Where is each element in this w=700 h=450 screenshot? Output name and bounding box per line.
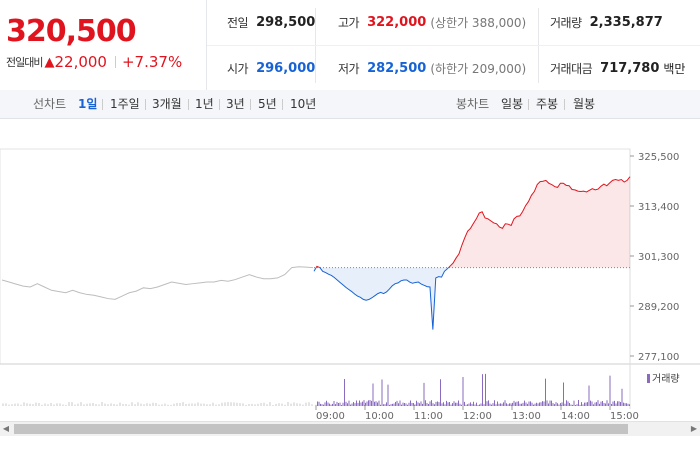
stat-open: 시가 296,000 [227, 46, 315, 91]
price-area-down [319, 267, 449, 330]
change-amount: 22,000 [54, 53, 107, 71]
stat-amount: 거래대금 717,780 백만 [550, 46, 685, 91]
price-line-down [313, 267, 317, 272]
scroll-left-icon[interactable]: ◀ [2, 424, 10, 433]
y-tick-label: 277,100 [638, 352, 679, 363]
stat-label: 저가 [338, 62, 360, 76]
tab-weekly-candle[interactable]: 주봉 [536, 97, 559, 111]
period-tab-bar: 선차트 1일 1주일 3개월 1년 3년 5년 10년 봉차트 일봉 주봉 월봉 [0, 90, 700, 119]
divider [102, 99, 103, 110]
scroll-thumb[interactable] [14, 424, 628, 434]
tab-3months[interactable]: 3개월 [152, 97, 182, 111]
divider [528, 99, 529, 110]
stat-value: 298,500 [256, 15, 316, 30]
stat-value: 717,780 [600, 61, 660, 76]
stat-label: 시가 [227, 62, 249, 76]
y-tick-label: 325,500 [638, 152, 679, 163]
lower-limit: (하한가 209,000) [430, 62, 527, 76]
y-tick-label: 313,400 [638, 202, 679, 213]
chart-scrollbar[interactable]: ◀ ▶ [0, 421, 700, 436]
tab-daily-candle[interactable]: 일봉 [501, 97, 524, 111]
stats-row-1: 전일 298,500 고가 322,000 (상한가 388,000) 거래량 … [207, 0, 700, 45]
tab-monthly-candle[interactable]: 월봉 [573, 97, 596, 111]
change-percent: +7.37% [121, 53, 183, 71]
y-tick-label: 289,200 [638, 302, 679, 313]
stat-label: 전일 [227, 16, 249, 30]
price-line-up [448, 176, 631, 268]
quote-header: 320,500 전일대비 ▲ 22,000 +7.37% 전일 298,500 … [0, 0, 700, 91]
price-area-up [448, 176, 630, 268]
divider [114, 56, 116, 68]
divider [250, 99, 251, 110]
price-line-up [315, 265, 320, 269]
tab-5years[interactable]: 5년 [258, 97, 277, 111]
x-tick-label: 13:00 [512, 411, 541, 421]
x-tick-label: 09:00 [316, 411, 345, 421]
intraday-chart: 325,500 313,400 301,300 289,200 277,100 거래량 09… [0, 119, 700, 450]
stat-low: 저가 282,500 (하한가 209,000) [338, 46, 526, 91]
tab-10years[interactable]: 10년 [290, 97, 317, 111]
stat-volume: 거래량 2,335,877 [550, 0, 663, 45]
tab-1week[interactable]: 1주일 [110, 97, 140, 111]
volume-legend-swatch [647, 374, 650, 383]
stat-value: 282,500 [367, 61, 427, 76]
stat-value: 2,335,877 [589, 15, 663, 30]
up-triangle-icon: ▲ [44, 54, 55, 70]
change-label: 전일대비 [6, 56, 43, 69]
divider [564, 99, 565, 110]
stats-row-2: 시가 296,000 저가 282,500 (하한가 209,000) 거래대금… [207, 45, 700, 91]
line-chart-label: 선차트 [33, 97, 67, 111]
current-price-box: 320,500 전일대비 ▲ 22,000 +7.37% [0, 0, 207, 90]
prev-day-line [1, 266, 314, 300]
candle-chart-label: 봉차트 [456, 97, 490, 111]
tab-1year[interactable]: 1년 [195, 97, 214, 111]
plot-frame [0, 148, 631, 365]
stat-value: 296,000 [256, 61, 316, 76]
scroll-right-icon[interactable]: ▶ [690, 424, 698, 433]
current-price: 320,500 [6, 14, 137, 49]
x-tick-label: 12:00 [463, 411, 492, 421]
divider [282, 99, 283, 110]
change-row: 전일대비 ▲ 22,000 +7.37% [6, 53, 182, 71]
divider [188, 99, 189, 110]
stat-value: 322,000 [367, 15, 427, 30]
tab-1day[interactable]: 1일 [78, 97, 98, 111]
divider [219, 99, 220, 110]
quote-stats: 전일 298,500 고가 322,000 (상한가 388,000) 거래량 … [207, 0, 700, 90]
upper-limit: (상한가 388,000) [430, 16, 527, 30]
stat-label: 고가 [338, 16, 360, 30]
price-chart-svg: 325,500 313,400 301,300 289,200 277,100 거래량 09… [0, 148, 700, 422]
stat-label: 거래량 [550, 16, 582, 30]
y-tick-label: 301,300 [638, 252, 679, 263]
x-tick-label: 15:00 [610, 411, 639, 421]
tab-3years[interactable]: 3년 [226, 97, 245, 111]
volume-legend-label: 거래량 [652, 373, 680, 385]
x-tick-label: 14:00 [561, 411, 590, 421]
stat-label: 거래대금 [550, 62, 593, 76]
divider [145, 99, 146, 110]
stat-high: 고가 322,000 (상한가 388,000) [338, 0, 526, 45]
price-line-down [319, 267, 449, 330]
x-tick-label: 10:00 [365, 411, 394, 421]
stat-prev-close: 전일 298,500 [227, 0, 315, 45]
x-tick-label: 11:00 [414, 411, 443, 421]
stat-unit: 백만 [663, 62, 686, 76]
